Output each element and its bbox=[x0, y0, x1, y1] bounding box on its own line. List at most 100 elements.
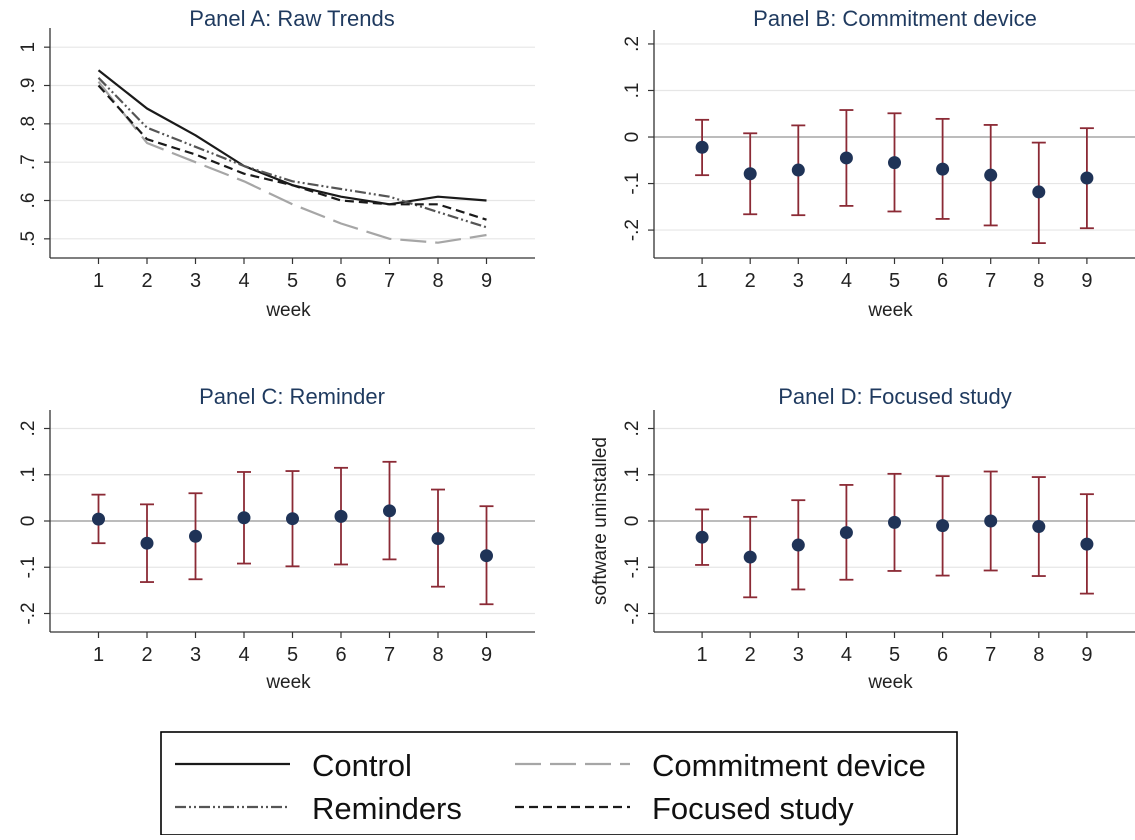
x-tick-label: 7 bbox=[384, 644, 395, 666]
legend-label: Reminders bbox=[312, 791, 462, 826]
x-axis-label: week bbox=[867, 672, 913, 693]
y-tick-label: 0 bbox=[18, 516, 39, 527]
point-estimate bbox=[888, 515, 901, 529]
x-tick-label: 3 bbox=[190, 270, 201, 292]
y-tick-label: .2 bbox=[622, 421, 643, 437]
legend-label: Focused study bbox=[652, 791, 854, 826]
x-tick-label: 7 bbox=[985, 644, 996, 666]
x-tick-label: 1 bbox=[697, 270, 708, 292]
x-tick-label: 1 bbox=[697, 644, 708, 666]
x-tick-label: 1 bbox=[93, 644, 104, 666]
point-estimate bbox=[1080, 171, 1094, 185]
panel-title: Panel B: Commitment device bbox=[753, 6, 1037, 31]
x-tick-label: 4 bbox=[238, 644, 249, 666]
y-tick-label: .8 bbox=[18, 116, 39, 132]
y-tick-label: .7 bbox=[18, 154, 39, 170]
x-tick-label: 6 bbox=[937, 644, 948, 666]
point-estimate bbox=[695, 530, 709, 544]
x-tick-label: 5 bbox=[889, 644, 900, 666]
x-tick-label: 2 bbox=[745, 270, 756, 292]
panel-title: Panel D: Focused study bbox=[778, 384, 1012, 409]
series-line-reminders bbox=[97, 77, 487, 229]
point-estimate bbox=[334, 509, 348, 523]
x-tick-label: 9 bbox=[481, 270, 492, 292]
panel-title: Panel A: Raw Trends bbox=[189, 6, 394, 31]
point-estimate bbox=[1032, 185, 1046, 199]
y-tick-label: .5 bbox=[18, 231, 39, 247]
y-tick-label: .1 bbox=[622, 467, 643, 483]
point-estimate bbox=[1032, 520, 1046, 534]
y-tick-label: 0 bbox=[622, 516, 643, 527]
legend-label: Commitment device bbox=[652, 748, 926, 783]
x-tick-label: 4 bbox=[841, 270, 852, 292]
x-tick-label: 2 bbox=[745, 644, 756, 666]
x-tick-label: 8 bbox=[432, 644, 443, 666]
point-estimate bbox=[237, 511, 251, 525]
panel-title: Panel C: Reminder bbox=[199, 384, 385, 409]
y-tick-label: -.1 bbox=[622, 172, 643, 194]
y-tick-label: 0 bbox=[622, 132, 643, 143]
y-tick-label: .6 bbox=[18, 193, 39, 209]
panel-focused-study: -.2 -.1 0 .1 .2 1 2 3 4 5 6 7 8 9 Panel D: Focused stu… bbox=[590, 384, 1135, 693]
panel-commitment-device: -.2 -.1 0 .1 .2 1 2 3 4 5 6 7 8 9 Panel B: Commitment … bbox=[622, 6, 1135, 321]
y-tick-label: .1 bbox=[622, 83, 643, 99]
x-tick-label: 9 bbox=[1081, 270, 1092, 292]
x-tick-label: 5 bbox=[287, 644, 298, 666]
y-tick-label: -.1 bbox=[18, 556, 39, 578]
x-tick-label: 6 bbox=[937, 270, 948, 292]
x-tick-label: 5 bbox=[889, 270, 900, 292]
point-estimate bbox=[92, 512, 105, 526]
legend-box bbox=[160, 731, 958, 836]
series-line-focused-study bbox=[97, 84, 487, 221]
x-tick-label: 8 bbox=[1033, 270, 1044, 292]
point-estimate bbox=[189, 529, 202, 543]
point-estimate bbox=[888, 156, 901, 170]
point-estimate bbox=[695, 140, 709, 154]
point-estimate bbox=[140, 536, 154, 550]
legend: Control Commitment device Reminders Focused… bbox=[160, 731, 958, 836]
y-tick-label: -.2 bbox=[622, 219, 643, 241]
point-estimate bbox=[936, 519, 950, 533]
point-estimate bbox=[383, 504, 396, 518]
y-axis-label: software uninstalled bbox=[590, 437, 611, 605]
x-tick-label: 7 bbox=[384, 270, 395, 292]
point-estimate bbox=[286, 512, 299, 526]
y-tick-label: -.2 bbox=[18, 602, 39, 624]
x-tick-label: 6 bbox=[335, 644, 346, 666]
x-axis-label: week bbox=[265, 300, 311, 321]
x-tick-label: 4 bbox=[238, 270, 249, 292]
point-estimate bbox=[1080, 537, 1094, 551]
point-estimate bbox=[984, 514, 998, 528]
point-estimate bbox=[936, 162, 950, 176]
x-tick-label: 8 bbox=[432, 270, 443, 292]
x-axis-label: week bbox=[265, 672, 311, 693]
x-tick-label: 5 bbox=[287, 270, 298, 292]
y-tick-label: .9 bbox=[18, 78, 39, 94]
x-tick-label: 3 bbox=[190, 644, 201, 666]
x-tick-label: 7 bbox=[985, 270, 996, 292]
x-tick-label: 2 bbox=[141, 270, 152, 292]
y-tick-label: .1 bbox=[18, 467, 39, 483]
y-tick-label: .2 bbox=[18, 421, 39, 437]
point-estimate bbox=[431, 532, 445, 546]
x-tick-label: 6 bbox=[335, 270, 346, 292]
x-tick-label: 2 bbox=[141, 644, 152, 666]
x-axis-label: week bbox=[867, 300, 913, 321]
y-tick-label: .2 bbox=[622, 36, 643, 52]
panel-reminder: -.2 -.1 0 .1 .2 1 2 3 4 5 6 7 8 9 Panel C: Reminder wee… bbox=[18, 384, 535, 693]
y-tick-label: -.2 bbox=[622, 602, 643, 624]
x-tick-label: 8 bbox=[1033, 644, 1044, 666]
x-tick-label: 9 bbox=[481, 644, 492, 666]
x-tick-label: 4 bbox=[841, 644, 852, 666]
point-estimate bbox=[743, 550, 757, 564]
x-tick-label: 3 bbox=[793, 644, 804, 666]
point-estimate bbox=[839, 526, 853, 540]
y-tick-label: 1 bbox=[18, 42, 39, 53]
point-estimate bbox=[480, 549, 493, 563]
x-tick-label: 9 bbox=[1081, 644, 1092, 666]
point-estimate bbox=[984, 168, 998, 182]
point-estimate bbox=[743, 167, 757, 181]
legend-label: Control bbox=[312, 748, 412, 783]
panel-raw-trends: .5 .6 .7 .8 .9 1 1 2 3 4 5 6 7 8 9 Panel A: Raw Trends w… bbox=[18, 6, 535, 321]
